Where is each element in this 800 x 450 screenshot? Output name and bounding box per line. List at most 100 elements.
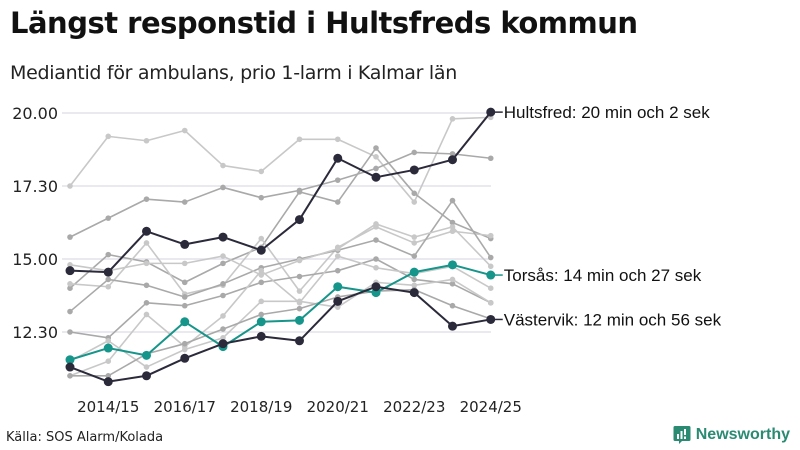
data-point[interactable] (258, 279, 265, 286)
data-point[interactable] (258, 168, 265, 175)
data-point[interactable] (296, 305, 303, 312)
data-point[interactable] (333, 296, 343, 306)
data-point[interactable] (181, 346, 188, 353)
data-point[interactable] (258, 235, 265, 242)
data-point[interactable] (181, 199, 188, 205)
data-point[interactable] (411, 149, 418, 156)
data-point[interactable] (180, 353, 190, 363)
data-point[interactable] (409, 288, 419, 298)
data-point[interactable] (256, 245, 266, 255)
data-point[interactable] (334, 136, 341, 143)
data-point[interactable] (143, 311, 150, 318)
data-point[interactable] (373, 154, 379, 160)
data-point[interactable] (67, 234, 73, 240)
data-point[interactable] (487, 285, 494, 292)
data-point[interactable] (487, 300, 494, 306)
data-point[interactable] (448, 155, 457, 165)
data-point[interactable] (105, 337, 112, 344)
data-point[interactable] (373, 145, 379, 151)
data-point[interactable] (65, 355, 75, 365)
data-point[interactable] (143, 196, 150, 202)
data-point[interactable] (333, 153, 343, 163)
data-point[interactable] (411, 190, 418, 197)
data-point[interactable] (411, 253, 418, 259)
data-point[interactable] (67, 262, 73, 268)
data-point[interactable] (258, 267, 265, 274)
data-point[interactable] (67, 285, 73, 292)
data-point[interactable] (67, 281, 73, 287)
data-point[interactable] (143, 364, 150, 370)
data-point[interactable] (181, 340, 188, 347)
data-point[interactable] (105, 215, 112, 221)
data-point[interactable] (105, 283, 112, 290)
data-point[interactable] (181, 302, 188, 309)
data-point[interactable] (105, 276, 112, 283)
data-point[interactable] (181, 294, 188, 300)
data-point[interactable] (296, 257, 303, 264)
data-point[interactable] (258, 194, 265, 201)
data-point[interactable] (142, 226, 151, 236)
data-point[interactable] (258, 272, 265, 278)
data-point[interactable] (373, 165, 379, 172)
data-point[interactable] (67, 329, 73, 335)
data-point[interactable] (220, 313, 226, 319)
data-point[interactable] (143, 282, 150, 289)
data-point[interactable] (487, 263, 494, 270)
data-point[interactable] (296, 273, 303, 280)
data-point[interactable] (295, 315, 304, 325)
data-point[interactable] (103, 377, 113, 387)
data-point[interactable] (296, 189, 303, 195)
data-point[interactable] (371, 282, 381, 292)
data-point[interactable] (296, 136, 303, 143)
data-point[interactable] (220, 162, 226, 169)
data-point[interactable] (142, 350, 151, 360)
data-point[interactable] (448, 321, 457, 331)
data-point[interactable] (67, 183, 73, 189)
data-point[interactable] (181, 279, 188, 286)
data-point[interactable] (143, 260, 150, 267)
data-point[interactable] (334, 245, 341, 252)
data-point[interactable] (220, 184, 226, 191)
data-point[interactable] (449, 151, 456, 157)
data-point[interactable] (105, 373, 112, 379)
data-point[interactable] (105, 133, 112, 140)
data-point[interactable] (295, 336, 304, 346)
data-point[interactable] (373, 221, 379, 227)
data-point[interactable] (295, 215, 304, 225)
data-point[interactable] (373, 237, 379, 243)
data-point[interactable] (449, 276, 456, 283)
data-point[interactable] (181, 127, 188, 134)
data-point[interactable] (296, 298, 303, 305)
data-point[interactable] (256, 331, 266, 341)
data-point[interactable] (334, 304, 341, 310)
data-point[interactable] (487, 155, 494, 162)
data-point[interactable] (220, 253, 226, 259)
data-point[interactable] (449, 116, 456, 122)
data-point[interactable] (449, 219, 456, 226)
data-point[interactable] (449, 228, 456, 235)
data-point[interactable] (448, 260, 457, 270)
data-point[interactable] (373, 256, 379, 262)
data-point[interactable] (220, 292, 226, 299)
data-point[interactable] (486, 270, 496, 280)
data-point[interactable] (220, 326, 226, 332)
newsworthy-logo[interactable]: Newsworthy (673, 425, 790, 445)
data-point[interactable] (143, 300, 150, 306)
data-point[interactable] (409, 267, 419, 277)
data-point[interactable] (449, 197, 456, 204)
data-point[interactable] (143, 240, 150, 246)
data-point[interactable] (220, 260, 226, 267)
data-point[interactable] (65, 266, 75, 276)
data-point[interactable] (218, 232, 228, 242)
data-point[interactable] (256, 317, 266, 327)
data-point[interactable] (486, 314, 496, 324)
data-point[interactable] (411, 240, 418, 246)
data-point[interactable] (486, 107, 496, 117)
data-point[interactable] (65, 362, 75, 372)
data-point[interactable] (103, 343, 113, 353)
data-point[interactable] (181, 260, 188, 267)
data-point[interactable] (142, 371, 151, 381)
data-point[interactable] (487, 254, 494, 261)
data-point[interactable] (218, 339, 228, 349)
data-point[interactable] (409, 165, 419, 175)
